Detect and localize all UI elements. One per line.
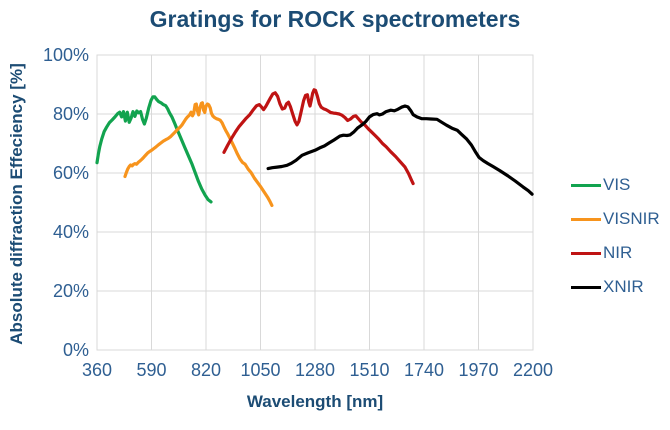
y-tick-label: 100% bbox=[42, 45, 89, 65]
series-line-visnir bbox=[123, 101, 274, 207]
legend-line-swatch bbox=[571, 251, 601, 255]
x-tick-label: 1740 bbox=[403, 360, 445, 380]
x-tick-label: 360 bbox=[81, 360, 113, 380]
y-tick-label: 40% bbox=[52, 222, 89, 242]
x-tick-label: 1280 bbox=[294, 360, 336, 380]
x-tick-label: 1510 bbox=[349, 360, 390, 380]
y-tick-label: 80% bbox=[52, 104, 89, 124]
legend-line-swatch bbox=[571, 217, 601, 221]
series-line-xnir bbox=[266, 104, 534, 196]
x-tick-label: 1050 bbox=[240, 360, 281, 380]
series-line-nir bbox=[222, 88, 415, 186]
legend-label: VISNIR bbox=[603, 209, 660, 228]
legend: VIS VISNIR NIR XNIR bbox=[571, 168, 669, 304]
legend-item-visnir: VISNIR bbox=[571, 202, 669, 236]
y-tick-label: 0% bbox=[62, 340, 89, 360]
plot-border bbox=[96, 54, 534, 351]
y-tick-label: 20% bbox=[52, 281, 89, 301]
y-tick-label: 60% bbox=[52, 163, 89, 183]
x-tick-label: 590 bbox=[136, 360, 167, 380]
legend-line-swatch bbox=[571, 285, 601, 289]
x-tick-label: 820 bbox=[190, 360, 222, 380]
legend-label: VIS bbox=[603, 175, 631, 194]
chart-title: Gratings for ROCK spectrometers bbox=[149, 6, 521, 32]
x-tick-label: 2200 bbox=[512, 360, 554, 380]
x-tick-label: 1970 bbox=[458, 360, 499, 380]
series-line-vis bbox=[95, 95, 213, 204]
legend-line-swatch bbox=[571, 183, 601, 187]
x-axis-label: Wavelength [nm] bbox=[246, 392, 384, 411]
legend-label: NIR bbox=[603, 243, 633, 262]
legend-label: XNIR bbox=[603, 277, 644, 296]
legend-item-vis: VIS bbox=[571, 168, 669, 202]
legend-item-nir: NIR bbox=[571, 236, 669, 270]
legend-item-xnir: XNIR bbox=[571, 270, 669, 304]
y-axis-label: Absolute diffraction Effeciency [%] bbox=[7, 63, 26, 345]
